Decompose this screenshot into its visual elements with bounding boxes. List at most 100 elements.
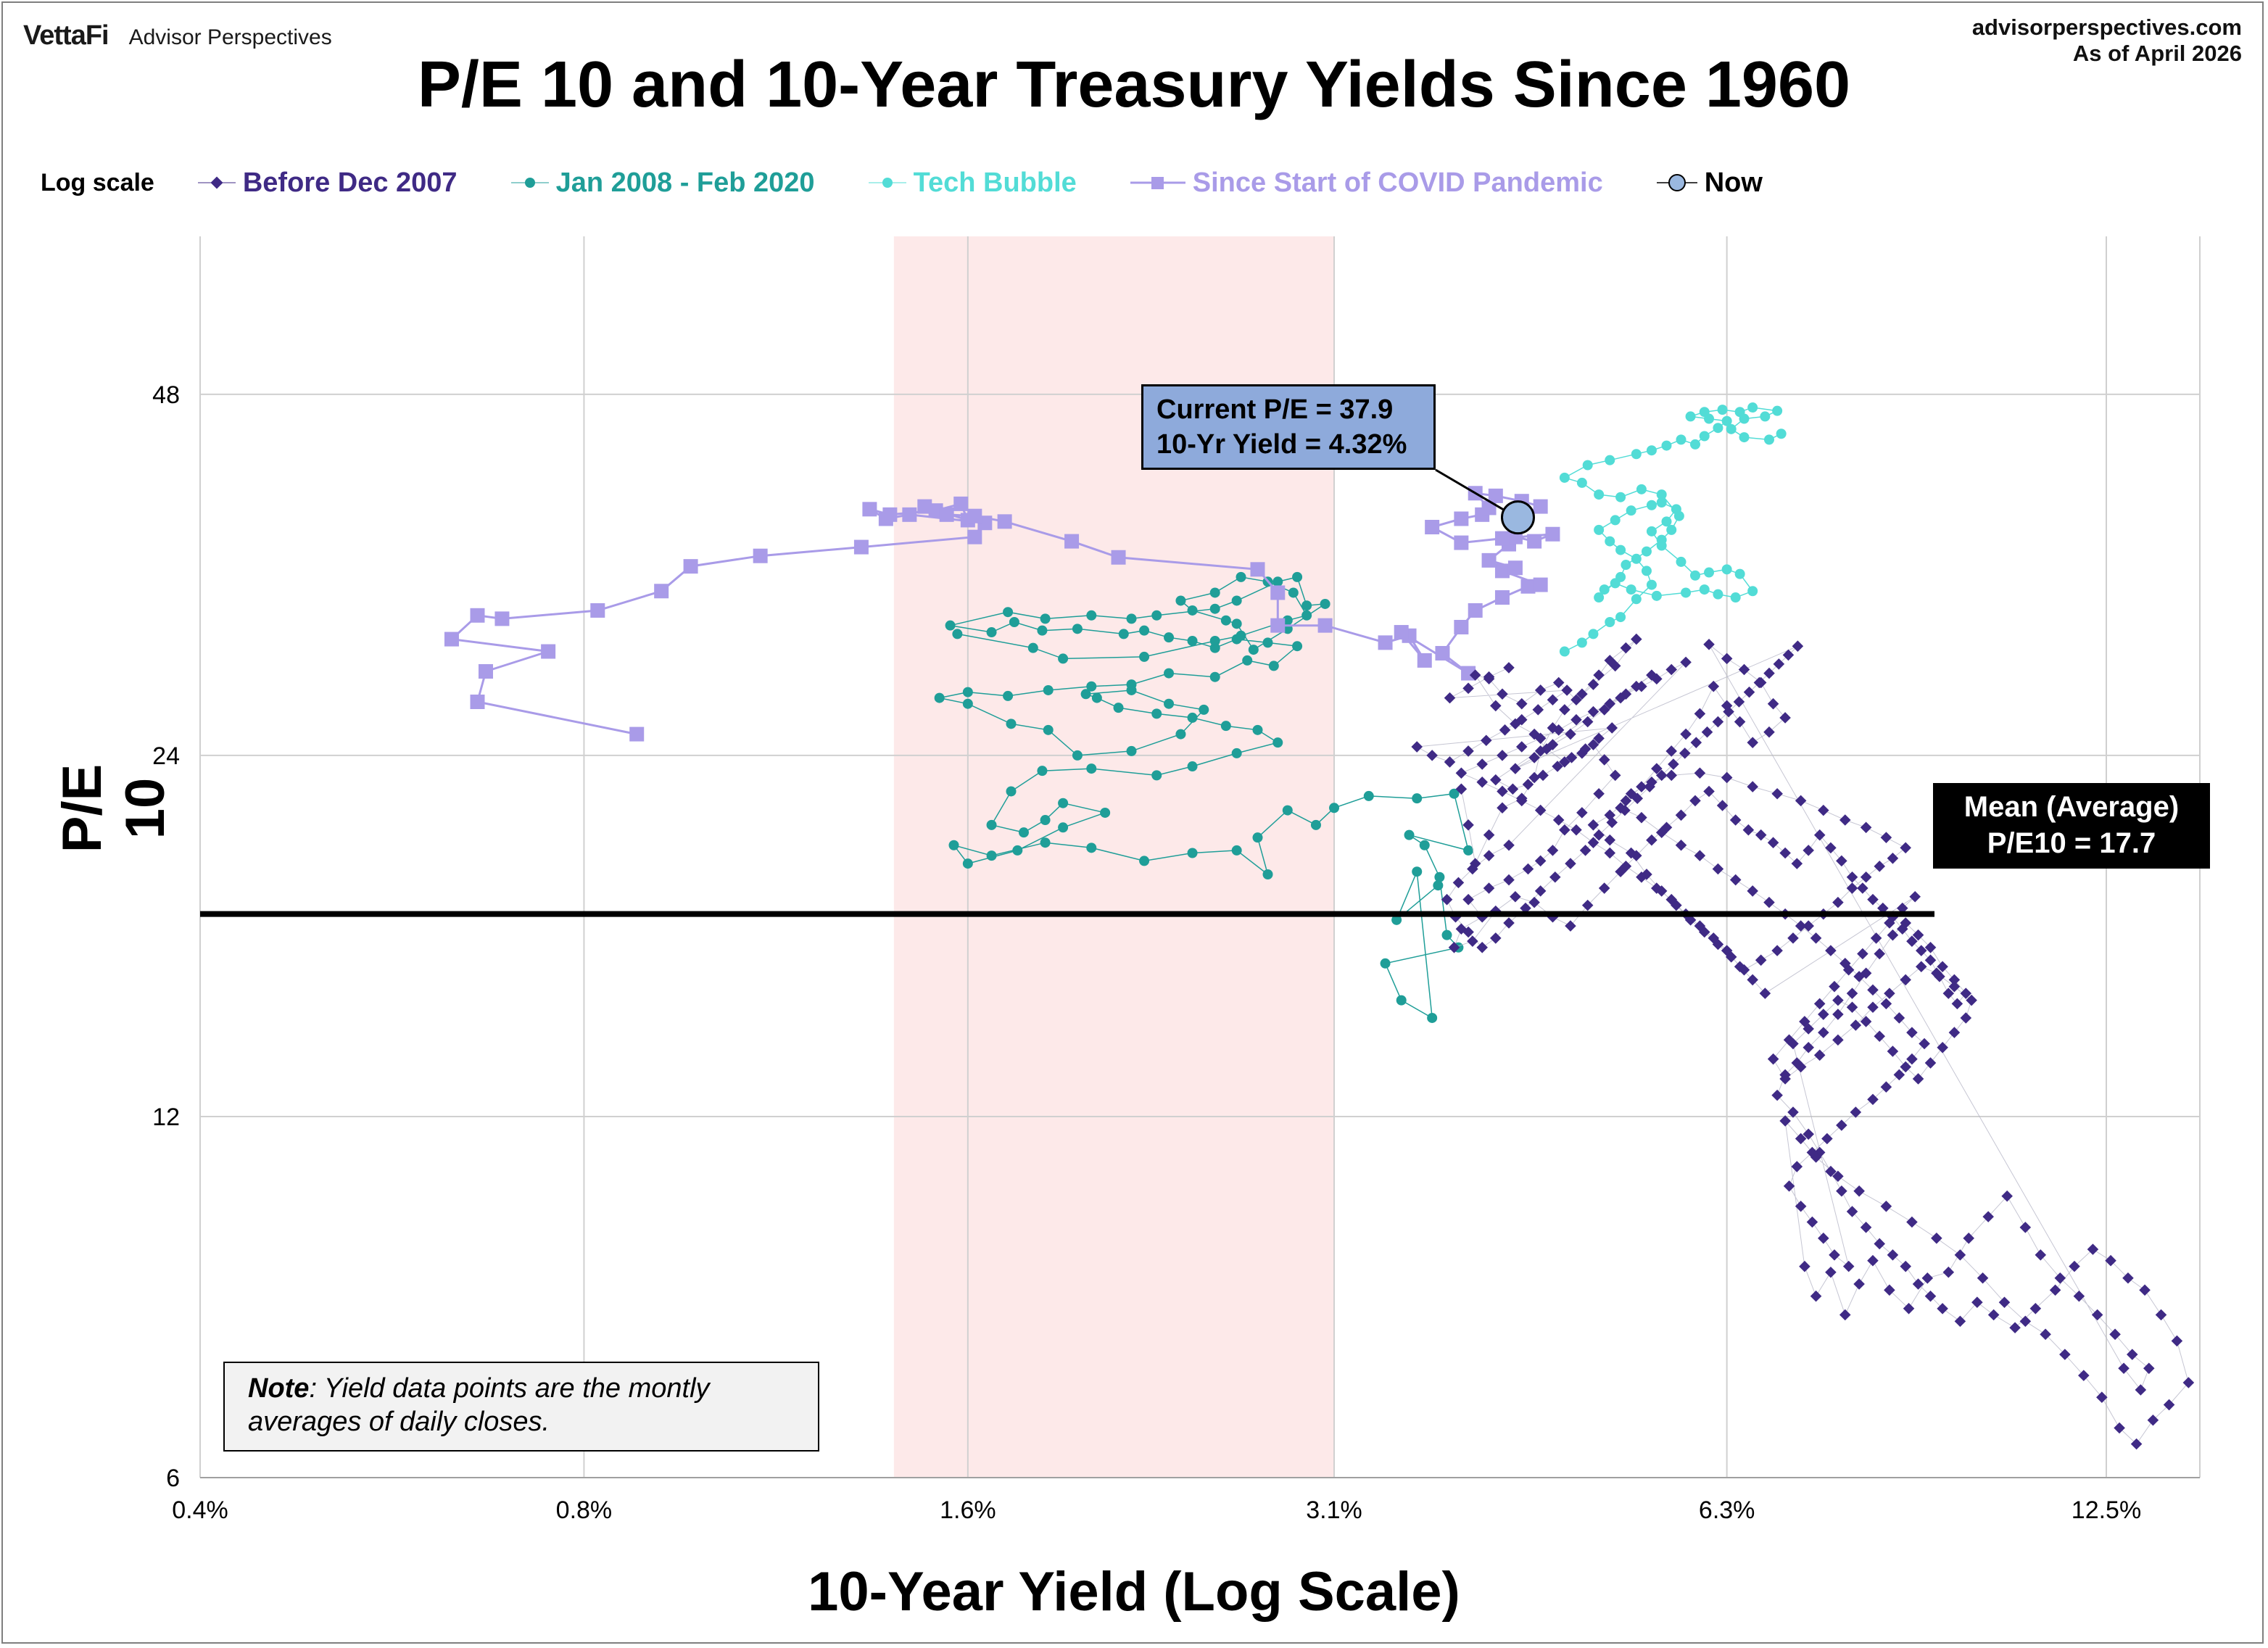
data-point: [1593, 669, 1605, 681]
data-point: [1396, 995, 1407, 1006]
data-point: [2118, 1362, 2130, 1375]
circle-marker-icon: [868, 178, 906, 188]
data-point: [1747, 974, 1758, 986]
data-point: [1434, 871, 1445, 882]
data-point: [1454, 619, 1469, 634]
current-pe-text: Current P/E = 37.9: [1156, 394, 1394, 425]
data-point: [1661, 516, 1672, 527]
diamond-marker-icon: [197, 176, 236, 189]
y-tick-label: 48: [152, 381, 180, 409]
data-point: [1064, 534, 1080, 549]
data-point: [1317, 618, 1333, 633]
data-point: [917, 499, 932, 514]
data-point: [1419, 840, 1430, 850]
data-point: [2114, 1422, 2125, 1434]
data-point: [1175, 595, 1186, 606]
data-point: [1533, 577, 1548, 592]
data-point: [1425, 519, 1440, 534]
data-point: [1391, 914, 1402, 925]
data-point: [1220, 615, 1231, 626]
data-point: [1003, 690, 1014, 701]
data-point: [1690, 439, 1701, 450]
data-point: [1776, 428, 1787, 439]
data-point: [1615, 492, 1626, 502]
data-point: [1559, 756, 1570, 768]
data-point: [1924, 1290, 1937, 1302]
data-point: [1151, 610, 1162, 621]
data-point: [1043, 724, 1054, 735]
data-point: [1900, 842, 1911, 854]
data-point: [1825, 842, 1837, 854]
data-point: [1594, 489, 1605, 500]
data-point: [1462, 893, 1474, 906]
data-point: [1694, 708, 1706, 720]
data-point: [1522, 863, 1534, 875]
mean-title: Mean (Average): [1963, 791, 2180, 823]
data-point: [1037, 625, 1048, 636]
data-point: [1755, 954, 1767, 966]
legend-item-covid: Since Start of COVID Pandemic: [1129, 167, 1603, 199]
data-point: [1534, 684, 1547, 696]
data-point: [986, 627, 997, 638]
data-point: [2078, 1370, 2090, 1381]
data-point: [2035, 1249, 2047, 1261]
data-point: [1773, 658, 1785, 670]
data-point: [967, 529, 982, 544]
data-point: [1561, 684, 1573, 696]
data-point: [1813, 998, 1826, 1010]
data-point: [1924, 1057, 1937, 1069]
data-point: [2122, 1272, 2134, 1284]
data-point: [1615, 544, 1626, 555]
data-point: [1454, 511, 1469, 526]
data-point: [444, 632, 459, 647]
data-point: [1619, 804, 1631, 816]
data-point: [1832, 1034, 1844, 1046]
data-point: [1139, 856, 1150, 866]
data-point: [1924, 954, 1937, 966]
data-point: [1547, 739, 1559, 750]
data-point: [1924, 942, 1937, 953]
data-point: [1593, 829, 1605, 841]
data-point: [1490, 700, 1502, 712]
data-point: [1909, 890, 1921, 903]
data-point: [962, 858, 973, 869]
data-point: [1734, 716, 1746, 728]
data-point: [1874, 861, 1886, 872]
data-point: [1532, 704, 1544, 716]
data-point: [1846, 871, 1858, 883]
data-point: [1763, 667, 1775, 679]
note-box: Note: Yield data points are the montly a…: [223, 1362, 819, 1452]
data-point: [1426, 750, 1438, 761]
data-point: [1448, 942, 1460, 953]
data-point: [1301, 600, 1312, 611]
data-point: [1444, 756, 1456, 768]
data-point: [1468, 603, 1483, 618]
data-point: [1721, 945, 1733, 956]
data-point: [1655, 769, 1668, 782]
data-point: [1467, 935, 1478, 947]
data-point: [1027, 642, 1038, 653]
data-point: [1394, 625, 1409, 640]
data-point: [1609, 660, 1621, 672]
data-point: [945, 620, 956, 631]
data-point: [1454, 535, 1469, 550]
data-point: [1320, 598, 1330, 609]
data-point: [1615, 571, 1626, 582]
data-point: [1846, 987, 1858, 999]
data-point: [1813, 829, 1826, 841]
data-point: [1605, 536, 1615, 547]
data-point: [1912, 1278, 1924, 1290]
data-point: [1462, 682, 1474, 695]
legend: Log scale Before Dec 2007 Jan 2008 - Feb…: [41, 162, 1815, 203]
data-point: [1799, 1260, 1810, 1272]
data-point: [1656, 497, 1667, 508]
data-point: [1690, 570, 1701, 581]
data-point: [1818, 804, 1829, 816]
data-point: [1534, 855, 1547, 867]
data-point: [1699, 431, 1710, 442]
circle-marker-icon: [510, 178, 549, 188]
data-point: [1236, 571, 1246, 582]
data-point: [1549, 871, 1561, 883]
data-point: [1767, 1053, 1779, 1065]
